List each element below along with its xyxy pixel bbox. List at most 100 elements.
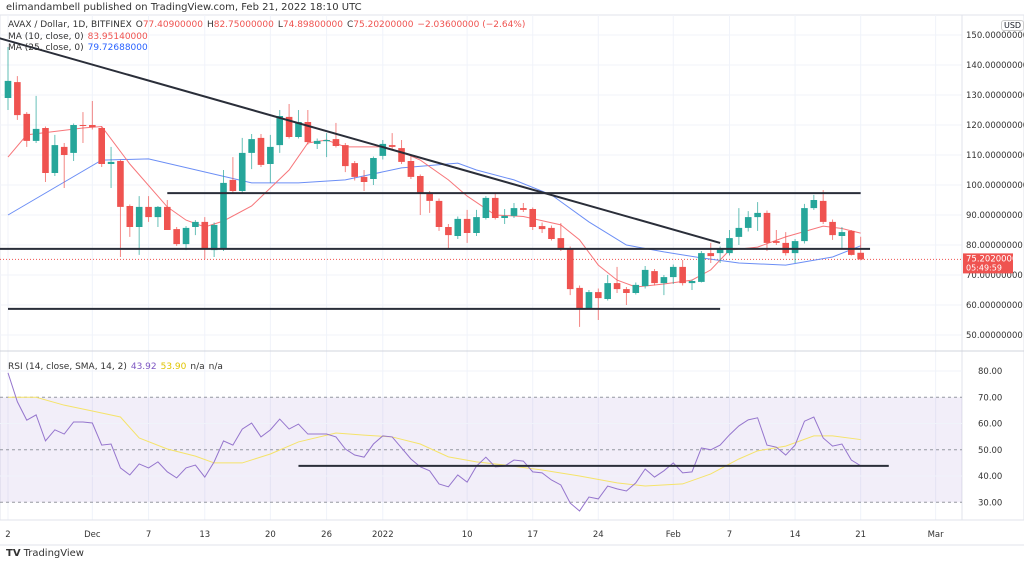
candle-up[interactable]	[267, 146, 274, 164]
candle-up[interactable]	[154, 206, 162, 218]
candle-down[interactable]	[173, 229, 180, 245]
candle-up[interactable]	[744, 217, 752, 228]
candle-down[interactable]	[351, 163, 358, 177]
candle-down[interactable]	[623, 289, 630, 293]
candle-down[interactable]	[463, 218, 471, 233]
candle-up[interactable]	[70, 125, 77, 153]
candle-up[interactable]	[810, 200, 818, 209]
trendline[interactable]	[0, 37, 721, 244]
candle-down[interactable]	[257, 137, 265, 165]
candle-down[interactable]	[126, 206, 134, 227]
candle-down[interactable]	[651, 271, 658, 284]
candle-up[interactable]	[276, 116, 284, 146]
candle-down[interactable]	[398, 148, 405, 162]
candle-up[interactable]	[838, 232, 846, 236]
candle-up[interactable]	[135, 206, 143, 227]
candle-up[interactable]	[660, 277, 668, 284]
candle-down[interactable]	[679, 266, 686, 284]
candle-up[interactable]	[370, 158, 377, 179]
candle-down[interactable]	[416, 176, 424, 194]
candle-down[interactable]	[520, 208, 527, 210]
candle-up[interactable]	[754, 212, 761, 218]
candle-up[interactable]	[716, 248, 724, 254]
candle-up[interactable]	[791, 241, 799, 254]
candle-down[interactable]	[491, 197, 499, 218]
candle-up[interactable]	[510, 208, 518, 216]
candle-down[interactable]	[407, 161, 415, 177]
candle-down[interactable]	[848, 230, 855, 255]
candle-up[interactable]	[726, 238, 733, 254]
candle-up[interactable]	[585, 292, 593, 308]
candle-up[interactable]	[641, 269, 649, 287]
candle-up[interactable]	[632, 284, 640, 293]
candle-up[interactable]	[182, 227, 190, 245]
candle-down[interactable]	[285, 116, 293, 137]
candle-up[interactable]	[688, 281, 696, 284]
candle-up[interactable]	[32, 128, 40, 141]
candle-down[interactable]	[98, 128, 105, 164]
candle-down[interactable]	[576, 287, 583, 308]
candle-down[interactable]	[360, 176, 368, 182]
candle-up[interactable]	[323, 140, 330, 142]
candle-up[interactable]	[604, 283, 611, 299]
candle-down[interactable]	[763, 212, 771, 243]
candle-up[interactable]	[501, 215, 508, 218]
candle-down[interactable]	[89, 125, 96, 128]
candle-down[interactable]	[773, 241, 780, 243]
candle-down[interactable]	[435, 200, 443, 227]
candle-up[interactable]	[473, 217, 480, 233]
ma10-legend[interactable]: MA (10, close, 0) 83.95140000	[8, 32, 152, 42]
candle-down[interactable]	[548, 227, 555, 239]
candle-up[interactable]	[313, 140, 321, 144]
candle-down[interactable]	[342, 145, 349, 167]
currency-button[interactable]: USD	[1001, 20, 1024, 31]
candle-up[interactable]	[735, 227, 743, 237]
candle-down[interactable]	[613, 283, 621, 290]
ma25-legend[interactable]: MA (25, close, 0) 79.72688000	[8, 43, 152, 53]
date-axis-label: 14	[790, 530, 801, 540]
candle-down[interactable]	[79, 125, 87, 126]
candle-up[interactable]	[379, 143, 387, 156]
symbol-label[interactable]: AVAX / Dollar, 1D, BITFINEX	[8, 20, 132, 30]
candle-down[interactable]	[595, 292, 602, 299]
candle-down[interactable]	[426, 194, 433, 201]
candle-down[interactable]	[445, 227, 452, 236]
candle-up[interactable]	[669, 266, 677, 278]
candle-up[interactable]	[454, 218, 462, 236]
candle-down[interactable]	[557, 238, 565, 249]
candle-down[interactable]	[529, 209, 537, 227]
candle-up[interactable]	[698, 253, 705, 282]
candle-up[interactable]	[192, 221, 199, 227]
candle-up[interactable]	[238, 152, 246, 191]
candle-down[interactable]	[201, 221, 209, 249]
candle-up[interactable]	[295, 122, 302, 137]
candle-down[interactable]	[42, 128, 49, 173]
candle-down[interactable]	[145, 206, 152, 218]
candle-up[interactable]	[248, 139, 255, 153]
candle-down[interactable]	[857, 252, 864, 260]
candle-up[interactable]	[4, 80, 12, 98]
candle-up[interactable]	[107, 161, 115, 164]
candle-up[interactable]	[482, 197, 490, 218]
candle-down[interactable]	[566, 248, 574, 290]
candle-down[interactable]	[60, 146, 68, 155]
rsi-legend[interactable]: RSI (14, close, SMA, 14, 2) 43.92 53.90 n/a…	[8, 362, 227, 372]
candle-down[interactable]	[538, 226, 546, 230]
price-axis-label: 130.00000000	[966, 91, 1024, 101]
candle-down[interactable]	[117, 161, 124, 207]
candle-down[interactable]	[829, 221, 836, 236]
candle-down[interactable]	[707, 253, 715, 257]
candle-down[interactable]	[14, 82, 21, 116]
candle-down[interactable]	[332, 139, 340, 146]
candle-up[interactable]	[220, 182, 227, 249]
candle-up[interactable]	[801, 208, 808, 242]
candle-down[interactable]	[388, 145, 396, 147]
candle-up[interactable]	[210, 224, 218, 251]
candle-down[interactable]	[304, 122, 312, 143]
candle-down[interactable]	[23, 113, 31, 141]
candle-up[interactable]	[51, 145, 59, 173]
candle-down[interactable]	[819, 200, 827, 222]
candle-down[interactable]	[229, 179, 237, 191]
candle-down[interactable]	[163, 206, 171, 230]
